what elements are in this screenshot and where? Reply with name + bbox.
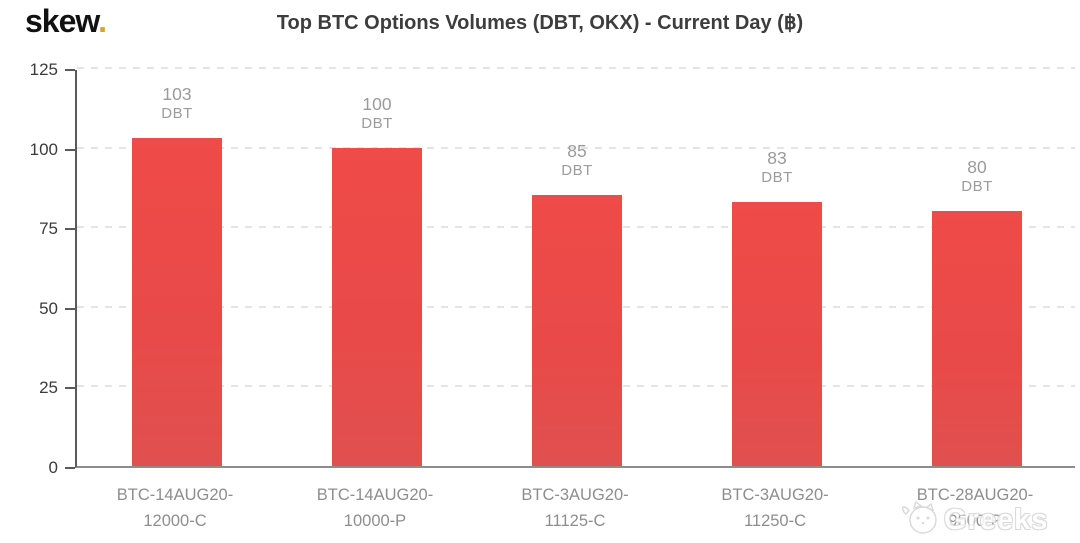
bar-value-label: 100 DBT <box>307 94 447 133</box>
x-category-label-BTC-3AUG20-11250-C: BTC-3AUG20- 11250-C <box>675 482 875 534</box>
bar-value-label: 80 DBT <box>907 157 1047 196</box>
skew-logo-text: skew <box>25 3 99 39</box>
skew-logo-dot: . <box>98 3 107 39</box>
x-category-label-line: BTC-3AUG20- <box>521 486 629 504</box>
bar-unit-label: DBT <box>961 178 993 196</box>
skew-logo: skew. <box>25 3 107 40</box>
bar-value-number: 85 <box>567 141 587 162</box>
y-tick-75 <box>65 228 75 231</box>
bar-value-label: 83 DBT <box>707 148 847 187</box>
x-category-label-BTC-3AUG20-11125-C: BTC-3AUG20- 11125-C <box>475 482 675 534</box>
x-category-label-line: 9500-P <box>948 512 1002 530</box>
y-tick-125 <box>65 69 75 71</box>
bar-BTC-14AUG20-12000-C[interactable] <box>132 138 222 466</box>
y-tick-100 <box>65 148 75 151</box>
gridline-y-100 <box>77 146 1075 149</box>
y-tick-label-125: 125 <box>29 60 58 79</box>
bar-BTC-3AUG20-11125-C[interactable] <box>532 195 622 466</box>
x-category-label-line: 10000-P <box>343 512 407 530</box>
x-category-label-line: 11250-C <box>743 512 807 530</box>
bar-value-number: 103 <box>162 84 192 105</box>
bar-BTC-3AUG20-11250-C[interactable] <box>732 201 822 466</box>
y-tick-label-50: 50 <box>39 298 58 318</box>
bar-BTC-28AUG20-9500-P[interactable] <box>932 211 1022 466</box>
bar-value-number: 80 <box>967 157 987 178</box>
x-axis: BTC-14AUG20- 12000-C BTC-14AUG20- 10000-P BT… <box>75 482 1075 542</box>
x-category-label-BTC-14AUG20-10000-P: BTC-14AUG20- 10000-P <box>275 482 475 534</box>
bar-BTC-14AUG20-10000-P[interactable] <box>332 147 422 466</box>
y-tick-25 <box>65 387 75 390</box>
y-tick-label-0: 0 <box>48 458 58 477</box>
bar-unit-label: DBT <box>561 162 593 180</box>
chart-title: Top BTC Options Volumes (DBT, OKX) - Cur… <box>276 12 804 34</box>
x-category-label-line: BTC-14AUG20- <box>116 486 234 504</box>
x-category-label-line: 12000-C <box>143 512 207 530</box>
x-category-label-line: BTC-28AUG20- <box>916 486 1034 504</box>
y-tick-label-100: 100 <box>29 139 58 159</box>
x-category-label-line: BTC-14AUG20- <box>316 486 434 504</box>
x-category-label-BTC-28AUG20-9500-P: BTC-28AUG20- 9500-P <box>875 482 1075 534</box>
bar-value-number: 83 <box>767 147 787 168</box>
y-tick-50 <box>65 307 75 310</box>
bar-unit-label: DBT <box>161 105 193 123</box>
bar-value-number: 100 <box>362 93 392 114</box>
bar-unit-label: DBT <box>761 168 793 186</box>
gridline-y-125 <box>77 67 1075 69</box>
plot-area: 103 DBT 100 DBT 85 DBT 83 DBT 80 DBT <box>75 67 1075 468</box>
bar-value-label: 103 DBT <box>107 84 247 123</box>
y-tick-label-75: 75 <box>39 219 58 239</box>
bar-unit-label: DBT <box>361 114 393 132</box>
y-tick-0 <box>65 467 75 469</box>
y-tick-label-25: 25 <box>39 378 58 398</box>
x-category-label-line: BTC-3AUG20- <box>721 486 829 504</box>
x-category-label-line: 11125-C <box>544 512 606 530</box>
x-category-label-BTC-14AUG20-12000-C: BTC-14AUG20- 12000-C <box>75 482 275 534</box>
bar-value-label: 85 DBT <box>507 141 647 180</box>
